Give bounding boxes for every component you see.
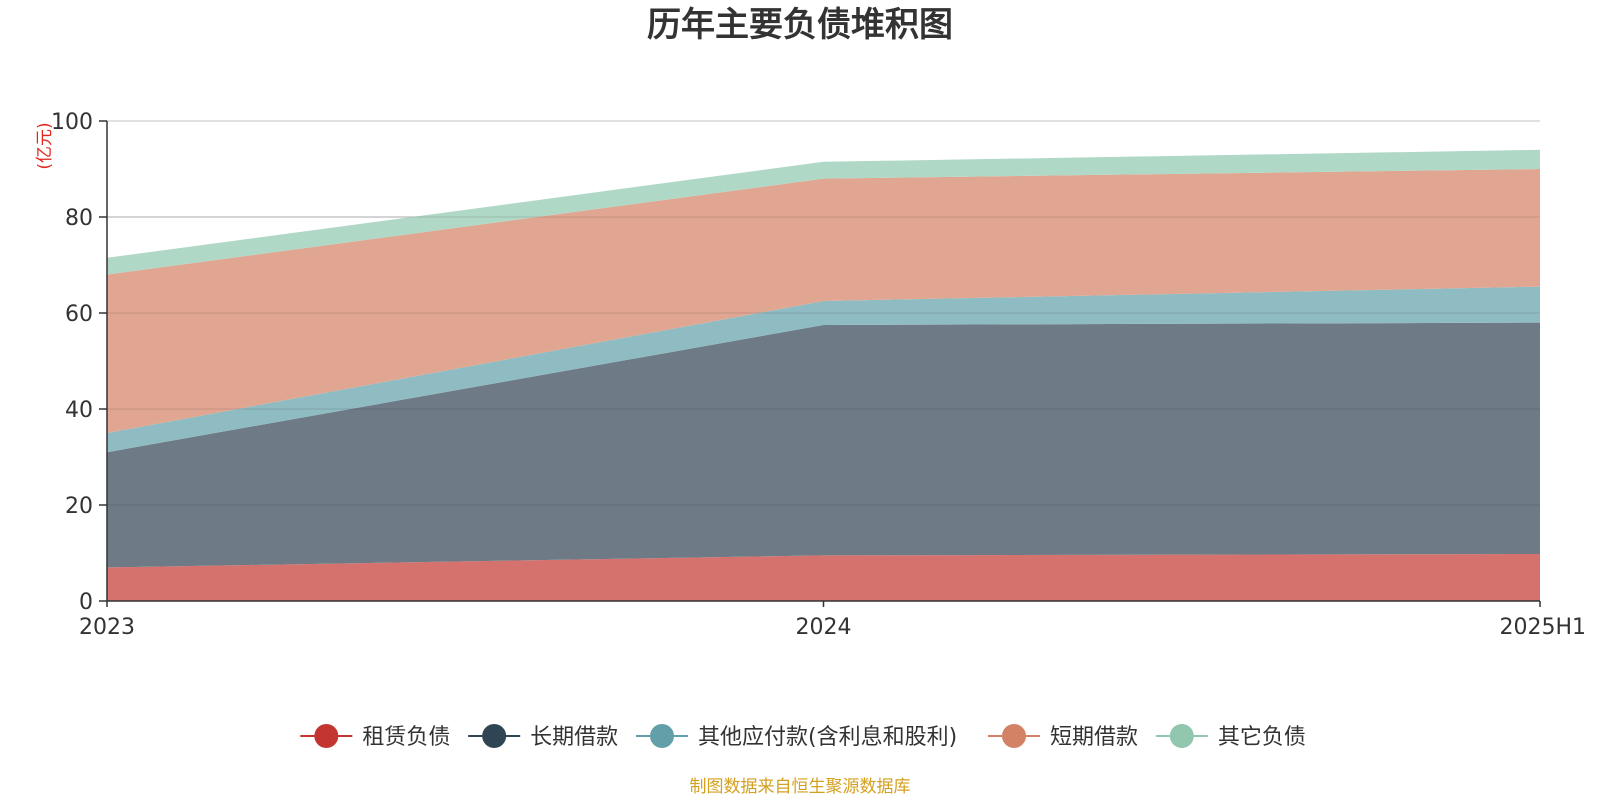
axes: 0 20 40 60 80 100 2023 2024 2025H1 (51, 110, 1586, 640)
chart-title: 历年主要负债堆积图 (647, 5, 953, 45)
legend-marker (1169, 724, 1194, 748)
area-series-1 (107, 553, 1540, 601)
legend-marker (1001, 724, 1026, 748)
data-source-note: 制图数据来自恒生聚源数据库 (690, 777, 911, 797)
y-axis-unit: (亿元) (35, 122, 55, 169)
legend-item-4[interactable]: 短期借款 (987, 724, 1138, 750)
y-tick-label: 100 (51, 110, 93, 135)
legend-item-1[interactable]: 租赁负债 (300, 724, 450, 750)
area-series-3 (107, 286, 1540, 453)
legend-item-5[interactable]: 其它负债 (1155, 724, 1306, 750)
legend-label: 长期借款 (530, 725, 618, 750)
legend-label: 短期借款 (1050, 725, 1138, 750)
area-series-5 (107, 149, 1540, 275)
legend-marker (314, 724, 339, 748)
area-series-4 (107, 169, 1540, 433)
legend-label: 其它负债 (1218, 725, 1306, 750)
y-tick-label: 80 (65, 206, 93, 231)
x-tick-label: 2023 (79, 615, 135, 640)
y-tick-label: 40 (65, 398, 93, 423)
y-tick-label: 20 (65, 494, 93, 519)
legend-label: 其他应付款(含利息和股利) (698, 725, 957, 750)
legend: 租赁负债 长期借款 其他应付款(含利息和股利) 短期借款 其它负债 (300, 724, 1306, 750)
y-tick-label: 0 (79, 590, 93, 615)
x-tick-label: 2024 (796, 615, 852, 640)
y-tick-label: 60 (65, 302, 93, 327)
legend-item-2[interactable]: 长期借款 (468, 724, 618, 750)
legend-marker (482, 724, 507, 748)
area-series-2 (107, 322, 1540, 568)
x-tick-label: 2025H1 (1499, 615, 1586, 640)
legend-item-3[interactable]: 其他应付款(含利息和股利) (636, 724, 957, 750)
plot-area (107, 149, 1540, 601)
legend-label: 租赁负债 (362, 725, 450, 750)
legend-marker (650, 724, 675, 748)
